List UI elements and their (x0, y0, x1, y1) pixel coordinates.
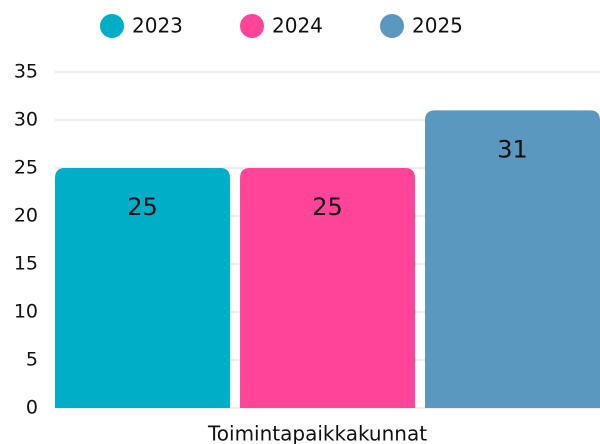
legend-marker (100, 14, 124, 38)
y-tick-label: 30 (14, 109, 38, 131)
bar (55, 168, 230, 408)
bar (425, 110, 600, 409)
data-label: 31 (497, 135, 528, 163)
y-tick-label: 25 (14, 157, 38, 179)
y-tick-label: 15 (14, 253, 38, 275)
legend-label: 2023 (132, 14, 183, 38)
y-tick-label: 5 (26, 349, 38, 371)
legend-label: 2024 (272, 14, 323, 38)
data-label: 25 (312, 193, 343, 221)
data-label: 25 (127, 193, 158, 221)
y-tick-label: 20 (14, 205, 38, 227)
x-tick-label: Toimintapaikkakunnat (207, 422, 427, 444)
legend-marker (240, 14, 264, 38)
y-tick-label: 10 (14, 301, 38, 323)
legend-marker (380, 14, 404, 38)
legend-label: 2025 (412, 14, 463, 38)
y-tick-label: 0 (26, 397, 38, 419)
bar (240, 168, 415, 408)
y-tick-label: 35 (14, 61, 38, 83)
